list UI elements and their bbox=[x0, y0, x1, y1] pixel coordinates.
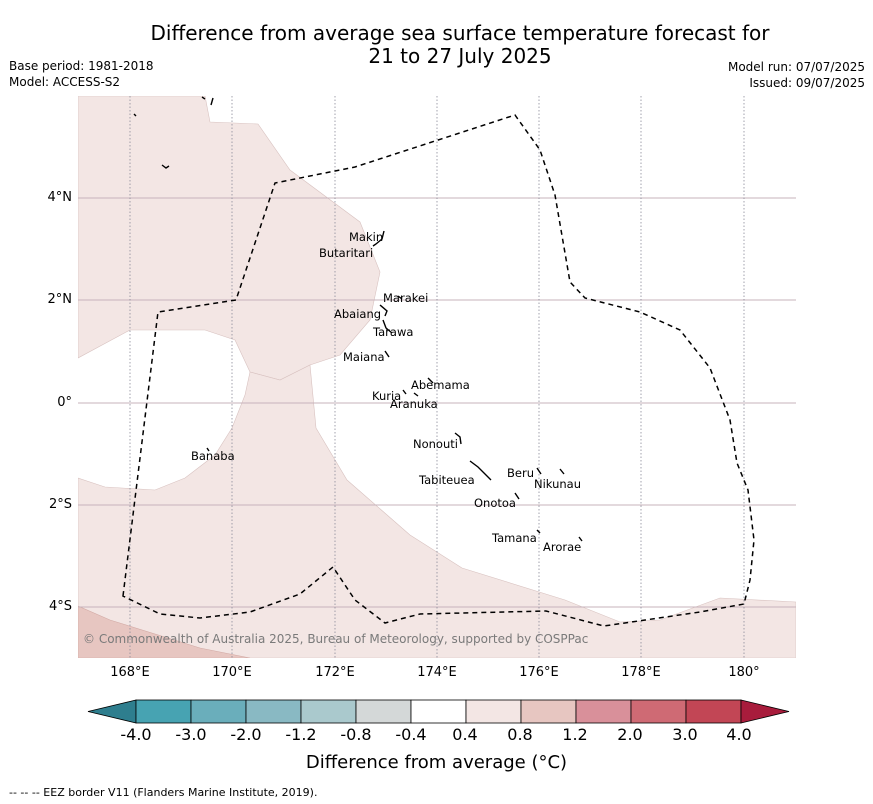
colorbar-segment bbox=[135, 699, 192, 724]
lon-label: 172°E bbox=[315, 665, 355, 680]
island-label-tabiteuea: Tabiteuea bbox=[419, 473, 475, 487]
lon-label: 176°E bbox=[519, 665, 559, 680]
lat-label: 4°S bbox=[48, 599, 72, 614]
map-svg bbox=[78, 96, 796, 658]
model-run-text: Model run: 07/07/2025 bbox=[727, 60, 865, 74]
lat-label: 2°N bbox=[47, 292, 73, 307]
lon-label: 174°E bbox=[417, 665, 457, 680]
island-shape-north-4 bbox=[161, 164, 170, 169]
colorbar-extend-high bbox=[740, 699, 790, 724]
island-shape-banaba bbox=[206, 447, 210, 452]
island-label-nikunau: Nikunau bbox=[534, 477, 582, 491]
island-label-tamana: Tamana bbox=[492, 531, 537, 545]
island-label-onotoa: Onotoa bbox=[474, 496, 516, 510]
chart-title: Difference from average sea surface temp… bbox=[0, 22, 873, 68]
island-shape-north-3 bbox=[133, 113, 137, 117]
title-line-2: 21 to 27 July 2025 bbox=[368, 44, 552, 68]
colorbar-segment bbox=[575, 699, 632, 724]
colorbar-segment bbox=[190, 699, 247, 724]
colorbar-segment bbox=[300, 699, 357, 724]
colorbar-tick-label: -3.0 bbox=[175, 725, 207, 744]
island-shape-tarawa bbox=[382, 319, 393, 334]
island-shapes bbox=[133, 96, 583, 542]
eez-legend-footer: -- -- -- EEZ border V11 (Flanders Marine… bbox=[9, 786, 318, 799]
island-shape-abemama bbox=[427, 377, 434, 384]
meridians bbox=[129, 96, 745, 658]
colorbar-segment bbox=[520, 699, 577, 724]
colorbar-tick-label: 3.0 bbox=[672, 725, 698, 744]
colorbar-segment bbox=[355, 699, 412, 724]
anomaly-region-southwest bbox=[78, 605, 251, 658]
island-label-marakei: Marakei bbox=[383, 291, 429, 305]
lat-label: 2°S bbox=[48, 497, 72, 512]
island-shape-maiana bbox=[384, 350, 390, 358]
colorbar-segment bbox=[465, 699, 522, 724]
colorbar-tick-label: 1.2 bbox=[562, 725, 588, 744]
island-shape-aranuka bbox=[413, 392, 419, 397]
island-shape-kuria bbox=[402, 389, 407, 395]
island-label-maiana: Maiana bbox=[343, 350, 385, 364]
colorbar-tick-label: 0.8 bbox=[507, 725, 533, 744]
title-line-1: Difference from average sea surface temp… bbox=[150, 21, 770, 45]
colorbar-tick-label: 4.0 bbox=[726, 725, 752, 744]
island-label-makin: Makin bbox=[349, 230, 384, 244]
island-label-kuria: Kuria bbox=[372, 389, 402, 403]
island-shape-nonouti bbox=[454, 432, 462, 445]
colorbar-tick-label: 2.0 bbox=[617, 725, 643, 744]
eez-border bbox=[122, 114, 755, 627]
colorbar-segment bbox=[685, 699, 742, 724]
colorbar-tick-label: 0.4 bbox=[452, 725, 478, 744]
island-label-beru: Beru bbox=[507, 466, 534, 480]
colorbar-tick-label: -0.8 bbox=[340, 725, 372, 744]
map-plot-area bbox=[78, 96, 796, 658]
island-shape-nikunau bbox=[559, 468, 565, 475]
meta-right: Model run: 07/07/2025 Issued: 09/07/2025 bbox=[728, 60, 865, 91]
lon-label: 180° bbox=[728, 665, 760, 680]
colorbar-tick-label: -2.0 bbox=[230, 725, 262, 744]
lat-label: 0° bbox=[57, 395, 72, 410]
island-shape-marakei bbox=[397, 295, 403, 300]
island-label-butaritari: Butaritari bbox=[319, 246, 374, 260]
island-shape-makin bbox=[372, 230, 385, 247]
colorbar-segment bbox=[410, 699, 467, 724]
base-period-text: Base period: 1981-2018 bbox=[9, 59, 154, 73]
island-label-banaba: Banaba bbox=[191, 449, 235, 463]
island-label-arorae: Arorae bbox=[543, 540, 582, 554]
colorbar-segments bbox=[87, 699, 790, 724]
colorbar-title: Difference from average (°C) bbox=[305, 752, 568, 773]
island-label-aranuka: Aranuka bbox=[390, 397, 438, 411]
lon-label: 170°E bbox=[212, 665, 252, 680]
lon-label: 168°E bbox=[110, 665, 150, 680]
island-shape-tabiteuea bbox=[469, 460, 492, 481]
anomaly-region-south bbox=[78, 364, 796, 658]
issued-text: Issued: 09/07/2025 bbox=[749, 75, 865, 90]
colorbar-tick-label: -1.2 bbox=[285, 725, 317, 744]
island-shape-arorae bbox=[578, 536, 583, 542]
island-shape-north-1 bbox=[201, 96, 206, 100]
island-shape-abaiang bbox=[379, 304, 388, 317]
copyright-notice: © Commonwealth of Australia 2025, Bureau… bbox=[83, 632, 589, 646]
island-shape-north-2 bbox=[210, 97, 214, 106]
meta-left: Base period: 1981-2018 Model: ACCESS-S2 bbox=[9, 59, 154, 90]
colorbar-tick-label: -0.4 bbox=[395, 725, 427, 744]
island-label-nonouti: Nonouti bbox=[413, 437, 458, 451]
island-label-abaiang: Abaiang bbox=[334, 307, 382, 321]
colorbar-segment bbox=[630, 699, 687, 724]
colorbar-segment bbox=[245, 699, 302, 724]
model-text: Model: ACCESS-S2 bbox=[9, 74, 121, 89]
lat-label: 4°N bbox=[47, 190, 73, 205]
anomaly-region-north bbox=[78, 96, 381, 381]
island-label-abemama: Abemama bbox=[411, 378, 470, 392]
colorbar-extend-low bbox=[87, 699, 137, 724]
colorbar-tick-label: -4.0 bbox=[120, 725, 152, 744]
island-shape-onotoa bbox=[514, 492, 520, 500]
island-shape-tamana bbox=[536, 529, 541, 534]
island-label-tarawa: Tarawa bbox=[373, 325, 414, 339]
colorbar bbox=[87, 699, 790, 724]
lon-label: 178°E bbox=[621, 665, 661, 680]
island-shape-beru bbox=[536, 467, 542, 475]
